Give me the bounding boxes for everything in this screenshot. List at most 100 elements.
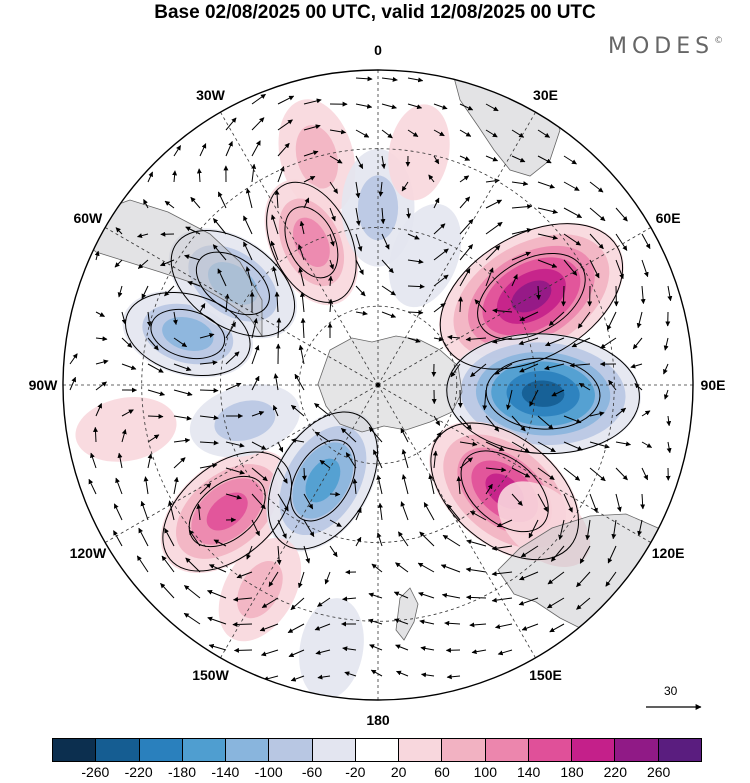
wind-arrow bbox=[457, 389, 463, 408]
wind-arrow bbox=[294, 373, 305, 391]
wind-arrow bbox=[303, 124, 321, 131]
anomaly-band bbox=[162, 316, 214, 352]
wind-arrow bbox=[288, 649, 305, 658]
wind-arrow bbox=[407, 77, 424, 83]
wind-arrow bbox=[589, 259, 600, 279]
wind-arrow bbox=[160, 583, 175, 599]
wind-arrow bbox=[115, 227, 123, 235]
wind-arrow bbox=[303, 519, 315, 538]
colorbar-segment bbox=[182, 739, 227, 761]
wind-arrow bbox=[579, 545, 591, 564]
wind-arrow bbox=[251, 467, 268, 482]
wind-arrow bbox=[217, 191, 227, 209]
wind-arrow bbox=[641, 259, 649, 278]
wind-arrow bbox=[328, 298, 334, 313]
wind-arrow bbox=[615, 207, 628, 222]
wind-arrow bbox=[184, 585, 201, 599]
wind-arrow bbox=[576, 597, 591, 610]
wind-arrow bbox=[208, 643, 227, 651]
wind-arrow bbox=[444, 620, 461, 626]
colorbar-segment bbox=[442, 739, 486, 761]
wind-arrow bbox=[329, 259, 335, 270]
wind-arrow bbox=[273, 373, 279, 391]
meridian-label-150e: 150E bbox=[529, 667, 562, 684]
wind-arrow bbox=[423, 502, 435, 521]
wind-arrow bbox=[137, 233, 149, 239]
wind-arrow bbox=[290, 597, 305, 611]
wind-arrow bbox=[428, 473, 435, 495]
meridian-line bbox=[377, 384, 536, 658]
wind-arrow bbox=[300, 317, 306, 339]
meridian-label-120e: 120E bbox=[651, 544, 685, 561]
wind-arrow bbox=[407, 337, 421, 343]
wind-arrow bbox=[303, 197, 310, 209]
wind-arrow bbox=[641, 467, 649, 481]
wind-arrow bbox=[121, 429, 127, 443]
wind-arrow bbox=[459, 441, 478, 447]
wind-arrow bbox=[251, 318, 258, 339]
wind-arrow bbox=[641, 410, 651, 417]
wind-arrow bbox=[420, 645, 435, 651]
colorbar-tick-label: 60 bbox=[434, 764, 450, 780]
wind-arrow bbox=[287, 623, 305, 634]
contour-lines bbox=[125, 181, 640, 572]
wind-arrow bbox=[465, 336, 487, 342]
wind-arrow bbox=[277, 119, 293, 131]
wind-arrow bbox=[297, 571, 305, 589]
wind-arrow bbox=[381, 129, 393, 139]
wind-arrow bbox=[355, 233, 363, 252]
wind-arrow bbox=[381, 259, 394, 274]
wind-arrow bbox=[146, 311, 152, 327]
wind-arrow bbox=[492, 308, 513, 314]
wind-arrow bbox=[558, 519, 565, 540]
colorbar-tick-label: 140 bbox=[516, 764, 541, 780]
wind-arrow bbox=[497, 649, 513, 656]
wind-arrow bbox=[259, 623, 279, 632]
wind-arrow bbox=[381, 311, 397, 318]
wind-arrow bbox=[537, 129, 551, 138]
wind-arrow bbox=[184, 254, 201, 261]
wind-arrow bbox=[640, 285, 646, 305]
wind-arrow bbox=[329, 207, 336, 222]
wind-arrow bbox=[342, 596, 357, 602]
wind-arrow bbox=[571, 337, 591, 348]
wind-arrow bbox=[196, 503, 202, 521]
wind-arrow bbox=[521, 623, 539, 631]
wind-arrow bbox=[277, 95, 295, 105]
wind-arrow bbox=[589, 411, 605, 417]
wind-arrow bbox=[615, 407, 626, 417]
meridian-line bbox=[377, 227, 651, 386]
wind-arrow bbox=[471, 649, 487, 655]
wind-arrow bbox=[433, 415, 441, 426]
wind-arrow bbox=[199, 143, 207, 157]
wind-arrow bbox=[511, 274, 518, 287]
wind-arrow bbox=[225, 382, 242, 391]
contour-line bbox=[150, 308, 226, 360]
meridian-label-90e: 90E bbox=[700, 377, 726, 393]
wind-arrow bbox=[663, 389, 669, 400]
wind-arrow bbox=[355, 310, 368, 316]
wind-arrow bbox=[69, 353, 78, 365]
wind-arrow bbox=[528, 519, 539, 539]
colorbar-tick-label: -100 bbox=[254, 764, 283, 780]
wind-arrow bbox=[406, 207, 411, 219]
wind-arrow bbox=[147, 337, 159, 351]
meridian-label-90w: 90W bbox=[28, 377, 58, 393]
wind-arrow bbox=[243, 215, 253, 235]
wind-arrow bbox=[551, 389, 565, 397]
wind-arrow bbox=[485, 483, 493, 495]
wind-arrow bbox=[459, 155, 471, 161]
map-title: Base 02/08/2025 00 UTC, valid 12/08/2025… bbox=[154, 2, 596, 23]
wind-arrow bbox=[168, 500, 175, 521]
colorbar-tick-label: -140 bbox=[211, 764, 240, 780]
wind-arrow bbox=[173, 389, 193, 397]
wind-arrow bbox=[459, 244, 473, 261]
wind-arrow bbox=[277, 519, 287, 539]
wind-arrow bbox=[545, 337, 565, 347]
wind-arrow bbox=[563, 415, 582, 424]
wind-arrow bbox=[260, 649, 279, 657]
wind-arrow bbox=[147, 434, 160, 443]
south-pole-marker bbox=[375, 382, 381, 388]
contour-line bbox=[485, 357, 601, 430]
wind-arrow bbox=[199, 387, 219, 393]
